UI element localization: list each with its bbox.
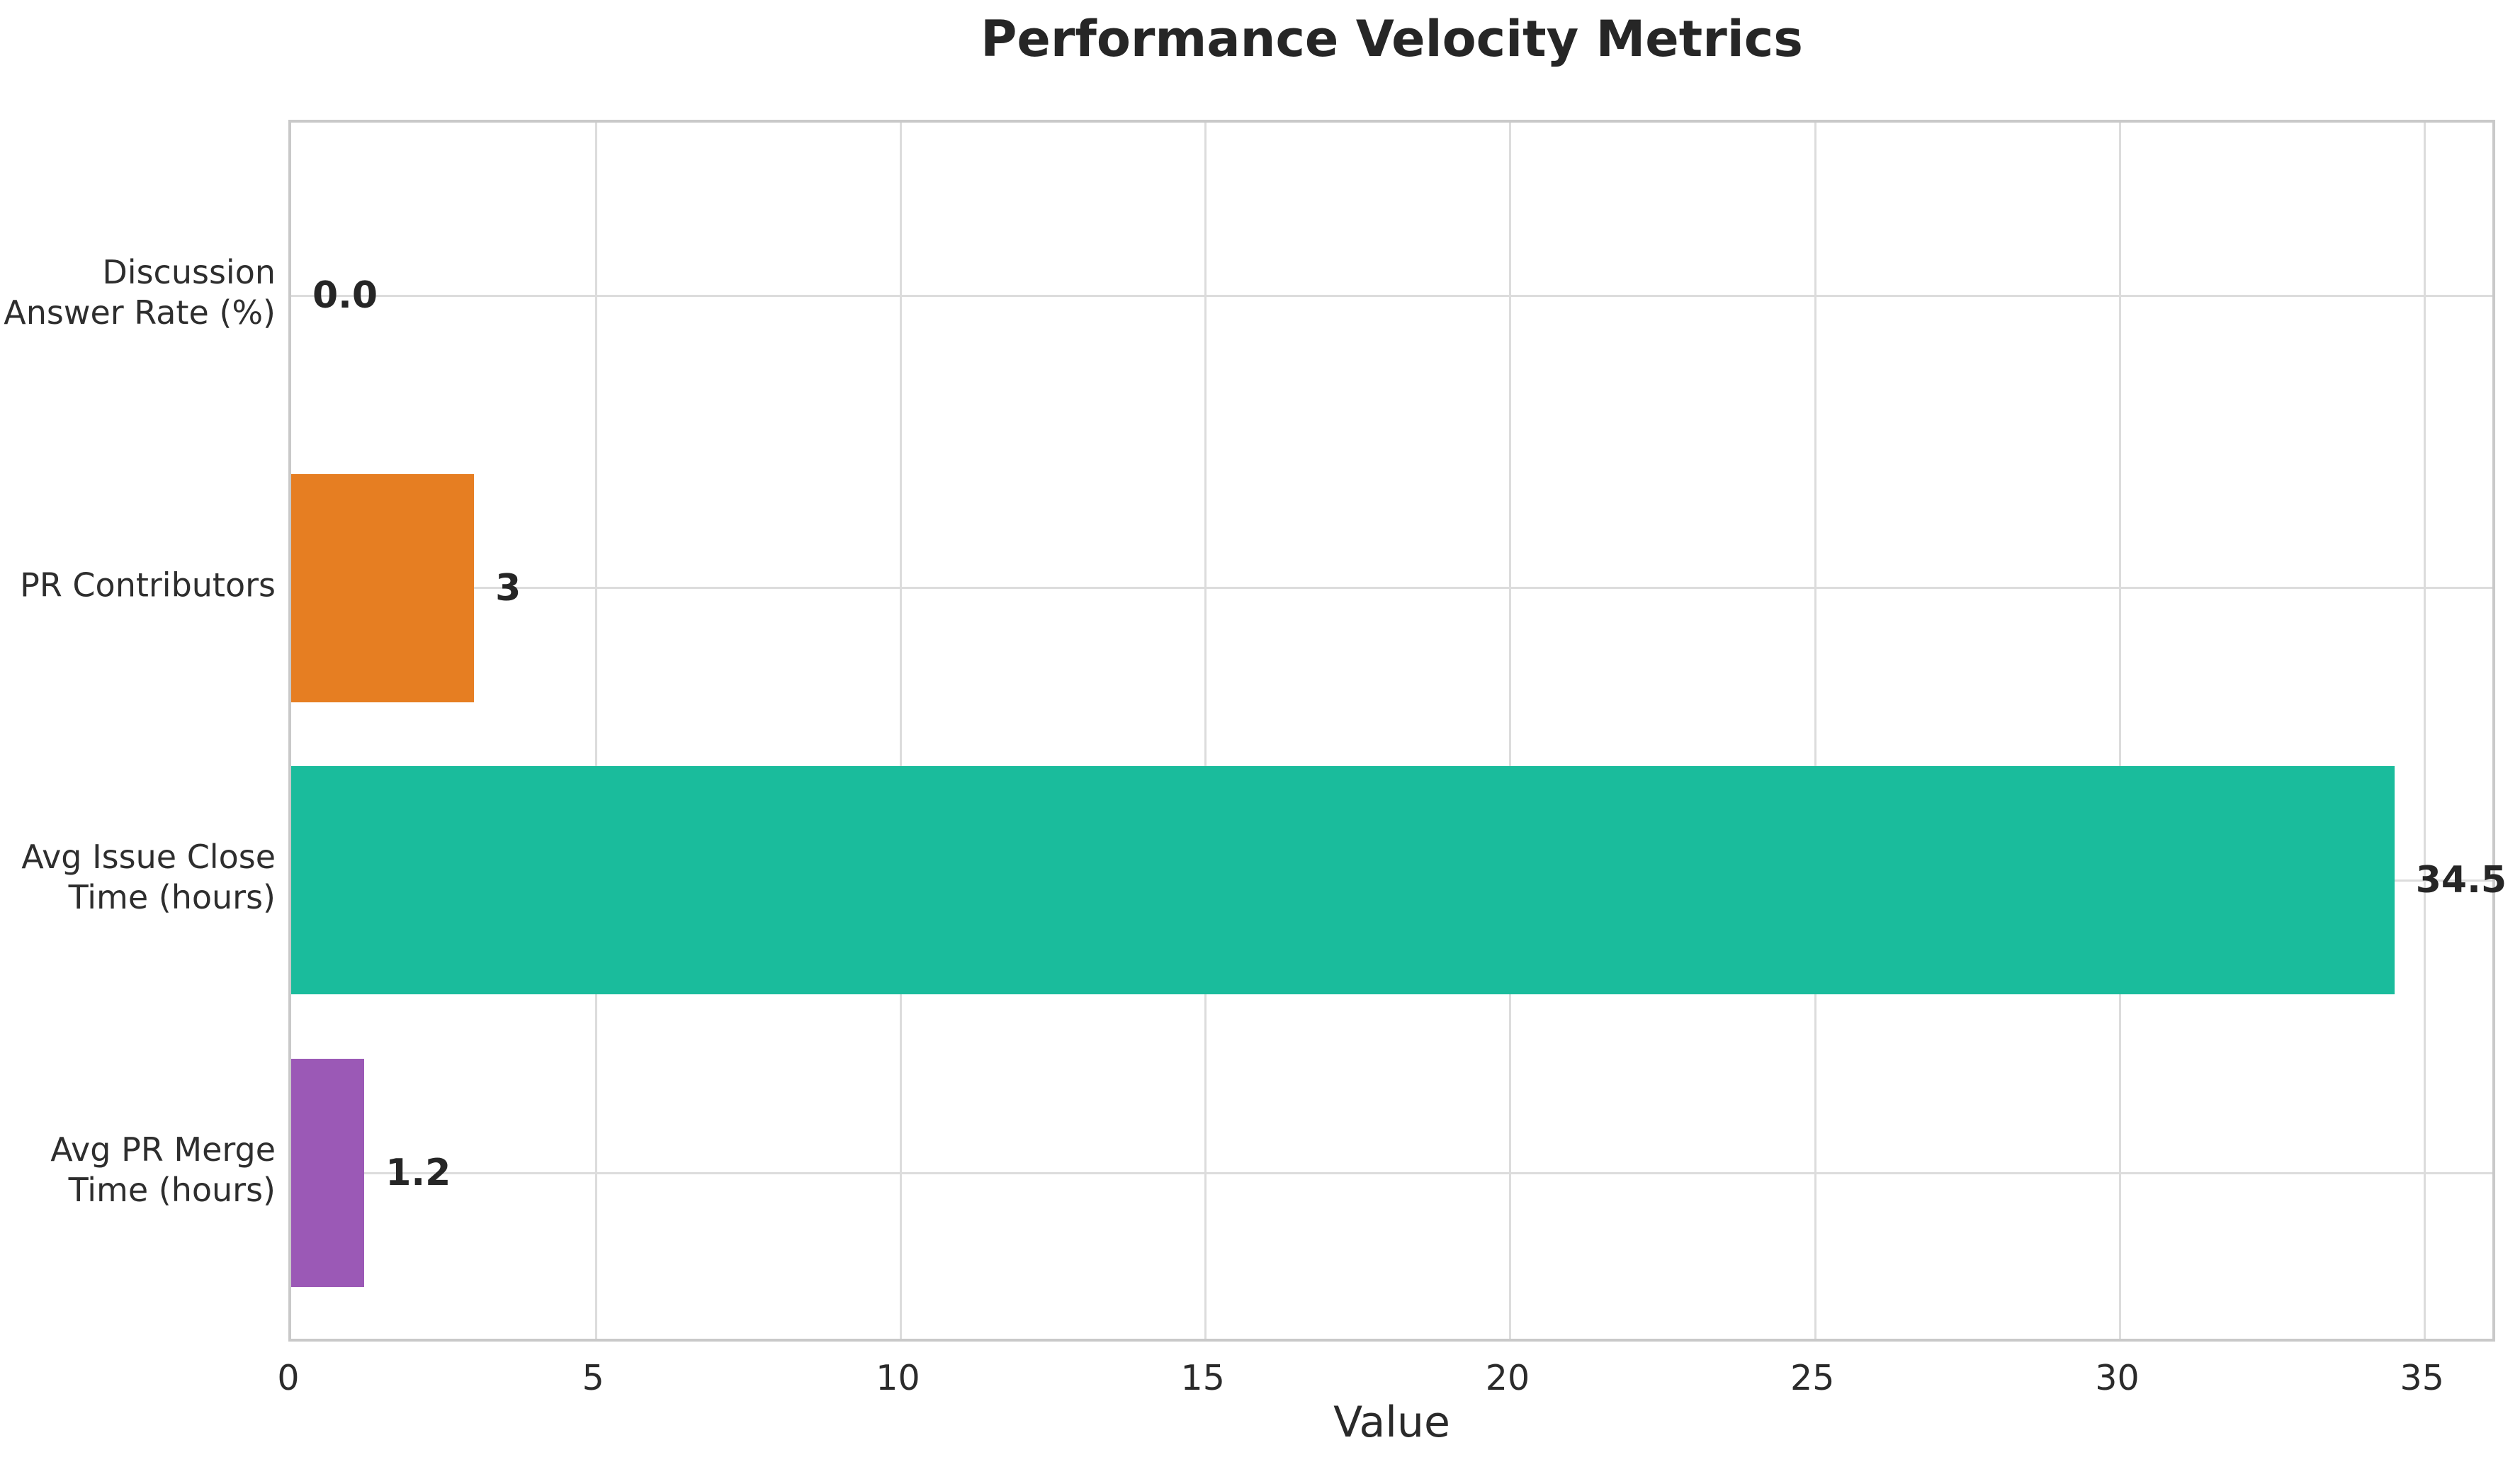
vertical-gridline: [1204, 123, 1207, 1339]
horizontal-gridline: [291, 294, 2492, 297]
vertical-gridline: [1814, 123, 1816, 1339]
category-label-line: Answer Rate (%): [4, 293, 276, 332]
value-label: 1.2: [385, 1152, 451, 1194]
category-label-line: PR Contributors: [20, 566, 276, 605]
vertical-gridline: [594, 123, 597, 1339]
value-label: 0.0: [312, 274, 378, 317]
category-label: Avg Issue Close Time (hours): [0, 837, 276, 918]
category-label: PR Contributors: [0, 565, 276, 605]
category-label: Avg PR Merge Time (hours): [0, 1130, 276, 1210]
category-label-line: Avg PR Merge: [50, 1130, 276, 1169]
value-label: 34.5: [2415, 859, 2507, 902]
x-tick-label: 25: [1790, 1358, 1835, 1398]
x-tick-label: 0: [277, 1358, 300, 1398]
horizontal-gridline: [291, 1171, 2492, 1174]
category-label-line: Avg Issue Close: [21, 838, 276, 877]
vertical-gridline: [2424, 123, 2426, 1339]
chart-title: Performance Velocity Metrics: [981, 10, 1803, 68]
x-tick-label: 30: [2095, 1358, 2140, 1398]
x-tick-label: 15: [1180, 1358, 1225, 1398]
category-label: Discussion Answer Rate (%): [0, 252, 276, 333]
horizontal-gridline: [291, 587, 2492, 590]
bar-2: [291, 473, 475, 702]
bar-4: [291, 1059, 365, 1287]
category-label-line: Time (hours): [68, 1171, 276, 1209]
x-tick-label: 5: [582, 1358, 604, 1398]
category-label-line: Discussion: [102, 253, 276, 291]
bar-3: [291, 766, 2395, 995]
value-label: 3: [495, 566, 521, 609]
category-label-line: Time (hours): [68, 878, 276, 917]
plot-area: 0.0 3 34.5 1.2: [288, 120, 2507, 1342]
vertical-gridline: [2118, 123, 2121, 1339]
x-axis-title: Value: [1333, 1398, 1450, 1447]
y-axis-category-labels: Discussion Answer Rate (%) PR Contributors…: [0, 120, 276, 1342]
x-tick-label: 35: [2400, 1358, 2444, 1398]
x-tick-label: 20: [1485, 1358, 1530, 1398]
vertical-gridline: [1509, 123, 1512, 1339]
x-tick-label: 10: [876, 1358, 920, 1398]
vertical-gridline: [899, 123, 902, 1339]
